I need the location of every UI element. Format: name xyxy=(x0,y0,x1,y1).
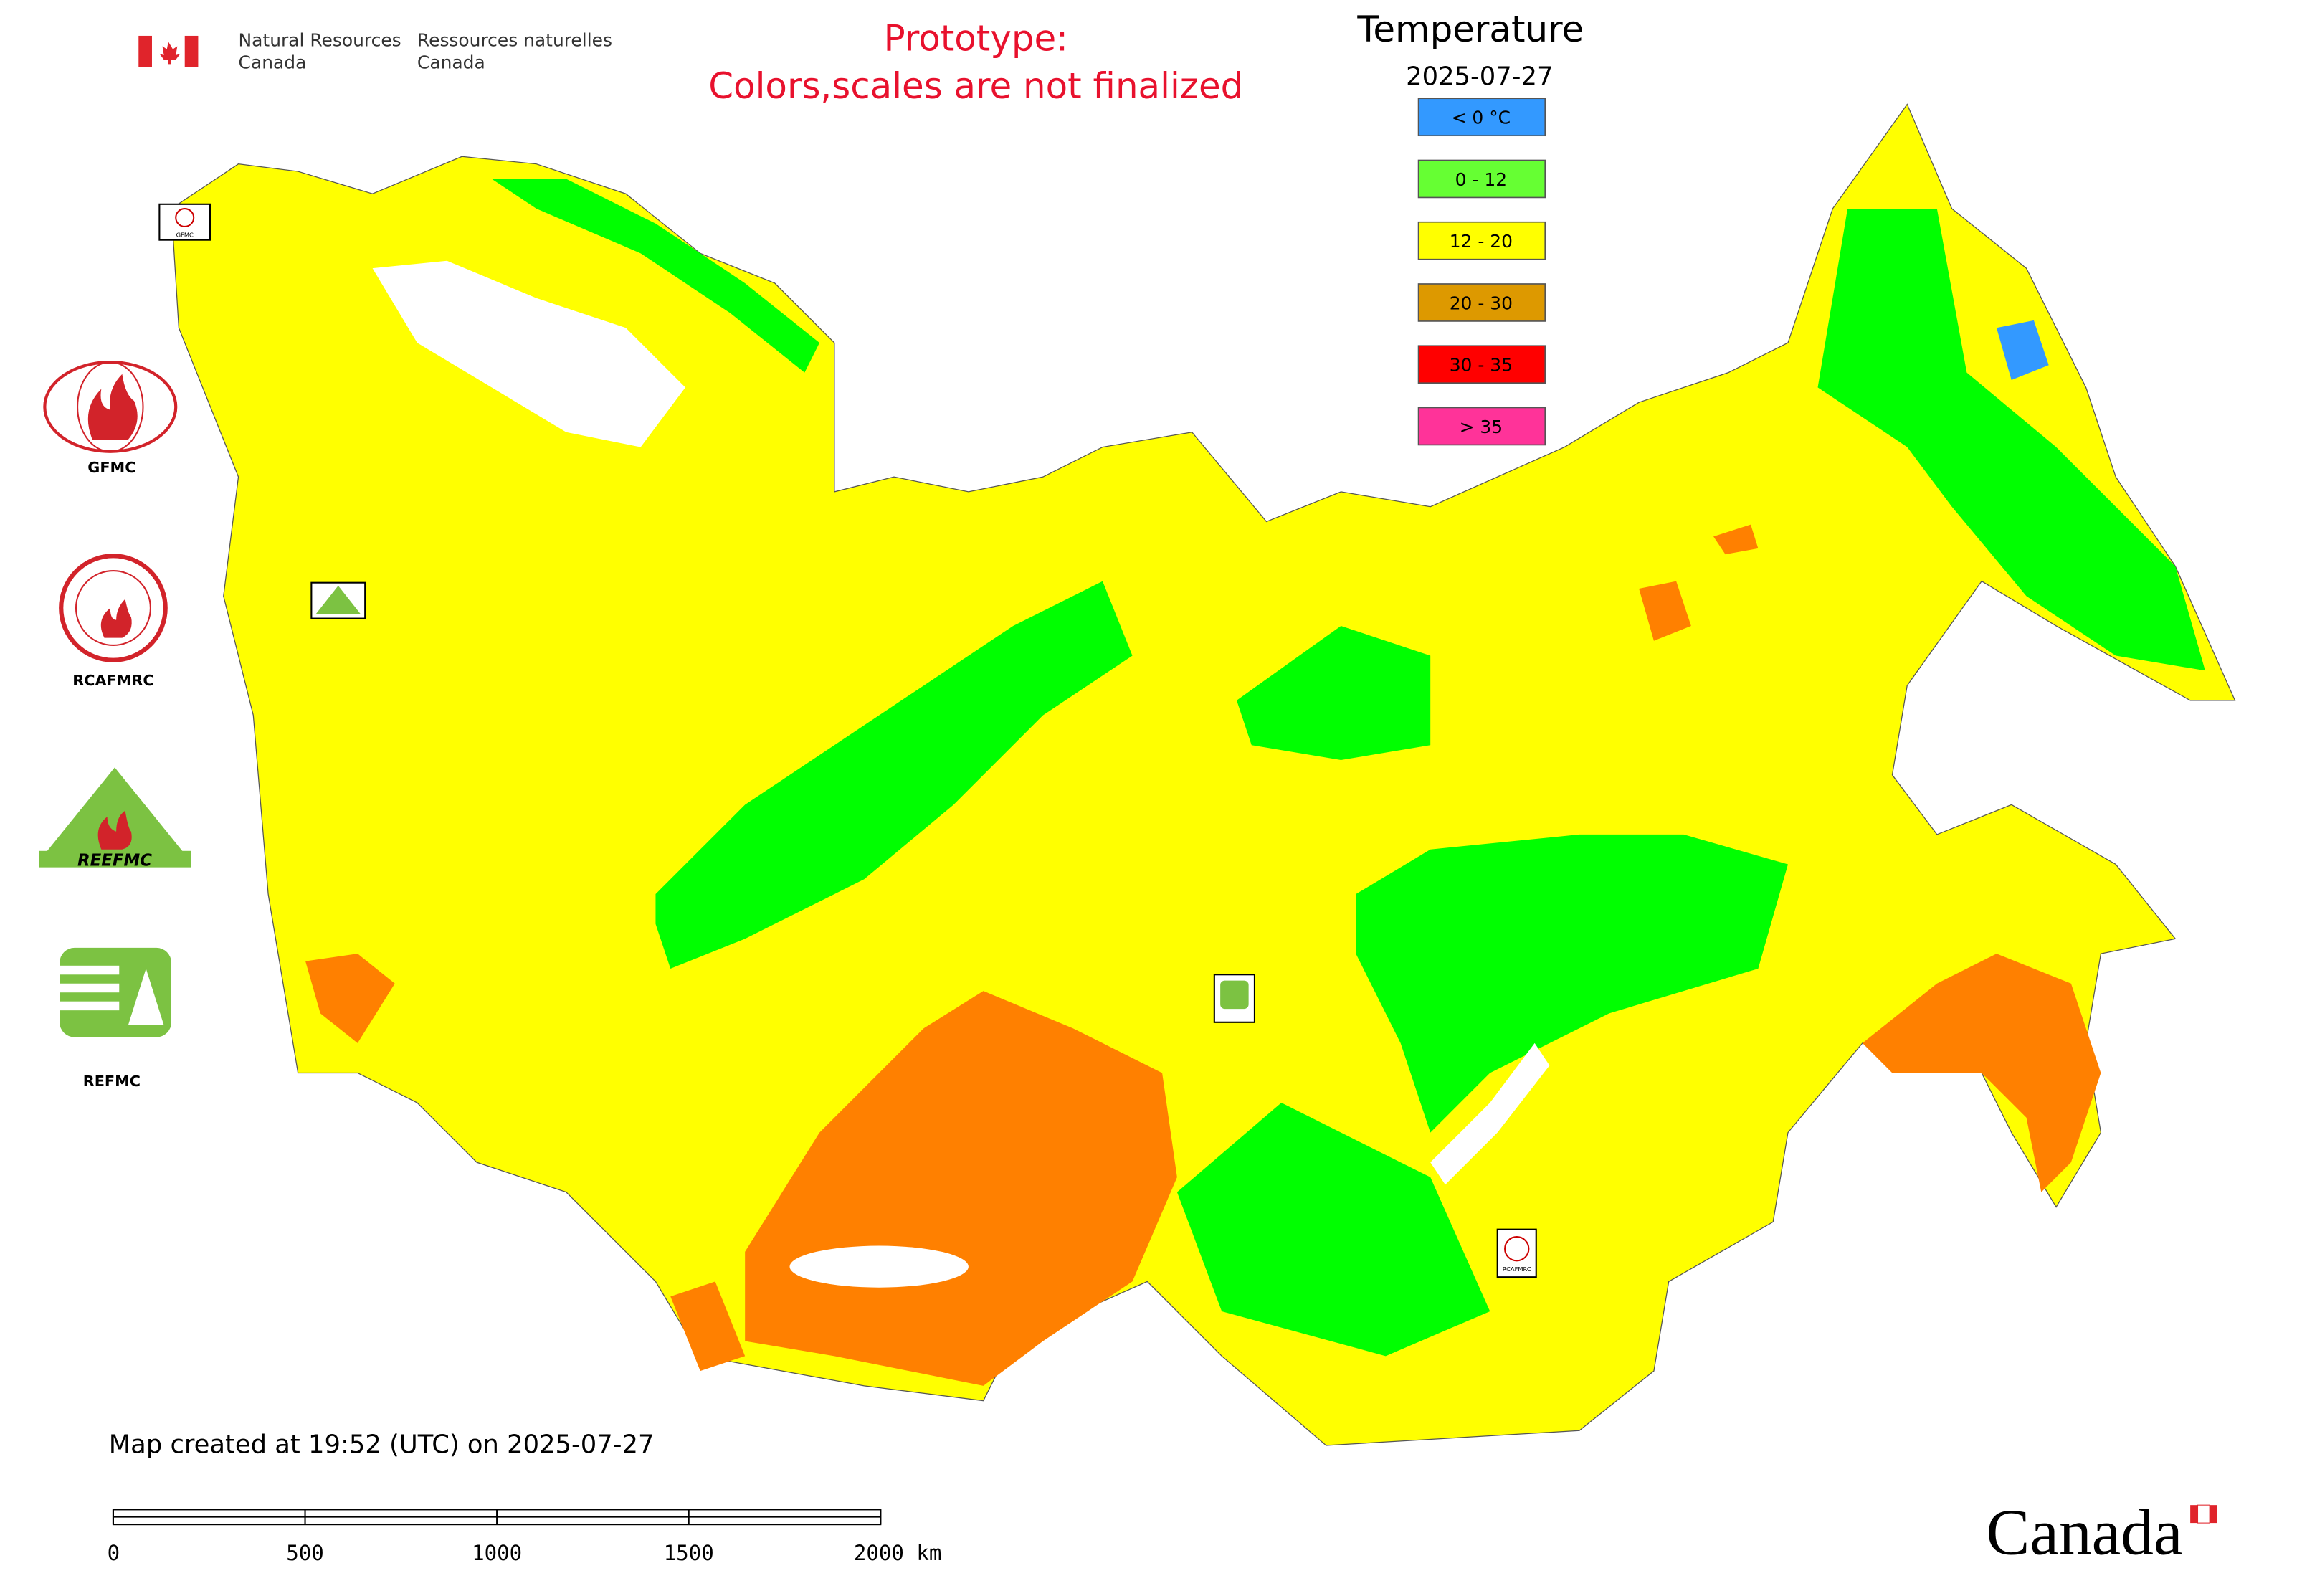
agency-en-line1: Natural Resources xyxy=(239,29,401,50)
temp-zone xyxy=(1639,581,1691,641)
created-note: Map created at 19:52 (UTC) on 2025-07-27 xyxy=(109,1430,655,1459)
prototype-notice: Prototype: xyxy=(884,18,1068,60)
temp-zone xyxy=(491,179,820,373)
scale-label: 0 xyxy=(108,1541,120,1565)
legend-label: 30 - 35 xyxy=(1450,355,1513,376)
legend-label: 0 - 12 xyxy=(1455,169,1507,190)
marker-refmc xyxy=(1213,974,1255,1023)
lake xyxy=(1430,1042,1550,1185)
legend-swatch xyxy=(1417,221,1546,260)
legend-swatch xyxy=(1417,98,1546,137)
temp-zone xyxy=(1996,320,2049,381)
prototype-notice: Colors,scales are not finalized xyxy=(708,65,1243,107)
legend-date: 2025-07-27 xyxy=(1406,62,1553,92)
temp-zone xyxy=(745,991,1177,1386)
temp-zone xyxy=(1713,524,1759,555)
scale-label: 2000 km xyxy=(854,1541,942,1565)
logo-label: GFMC xyxy=(87,459,135,476)
temp-zone xyxy=(1862,954,2101,1192)
canada-wordmark: Canada xyxy=(1986,1496,2217,1569)
scale-label: 1000 xyxy=(472,1541,522,1565)
legend-swatch xyxy=(1417,407,1546,446)
temp-zone xyxy=(1356,834,1788,1133)
temp-zone xyxy=(1237,625,1431,761)
canada-flag xyxy=(138,35,199,67)
scale-label: 1500 xyxy=(664,1541,714,1565)
agency-en-line2: Canada xyxy=(239,52,307,73)
temp-zone xyxy=(670,1281,746,1372)
marker-reefmc xyxy=(310,581,366,619)
logo-reefmc: REEFMC xyxy=(39,767,191,870)
lake xyxy=(789,1245,969,1288)
legend-swatch xyxy=(1417,283,1546,322)
temp-zone xyxy=(1176,1103,1490,1357)
legend-label: > 35 xyxy=(1460,417,1503,437)
logo-rcafmrc: RCAFMRC xyxy=(59,554,168,689)
legend-label: 12 - 20 xyxy=(1450,231,1513,252)
map xyxy=(171,103,2236,1446)
sea xyxy=(372,260,686,447)
scale-bar: 0 500 1000 1500 2000 km xyxy=(108,1509,942,1565)
agency-fr-line2: Canada xyxy=(417,52,485,73)
temp-zone xyxy=(305,954,395,1043)
marker-rcafmrc: RCAFMRC xyxy=(1496,1228,1537,1278)
marker-label: GFMC xyxy=(176,232,194,239)
temp-zone xyxy=(1817,209,2205,671)
logo-label: RCAFMRC xyxy=(72,672,153,689)
logo-label: REFMC xyxy=(83,1073,141,1090)
legend: < 0 °C 0 - 12 12 - 20 20 - 30 30 - 35 > 35 xyxy=(1417,98,1546,446)
logo-refmc: REFMC xyxy=(60,947,172,1090)
legend-swatch xyxy=(1417,345,1546,384)
legend-swatch xyxy=(1417,159,1546,199)
logo-gfmc: GFMC xyxy=(43,361,178,476)
legend-label: 20 - 30 xyxy=(1450,293,1513,313)
legend-label: < 0 °C xyxy=(1452,108,1511,128)
marker-label: RCAFMRC xyxy=(1503,1265,1531,1273)
wordmark-text: Canada xyxy=(1986,1496,2182,1569)
legend-title: Temperature xyxy=(1356,9,1584,50)
logo-wordmark: REEFMC xyxy=(77,852,152,870)
agency-fr-line1: Ressources naturelles xyxy=(417,29,612,50)
scale-label: 500 xyxy=(286,1541,324,1565)
temp-zone xyxy=(655,581,1133,969)
marker-gfmc: GFMC xyxy=(158,203,211,241)
